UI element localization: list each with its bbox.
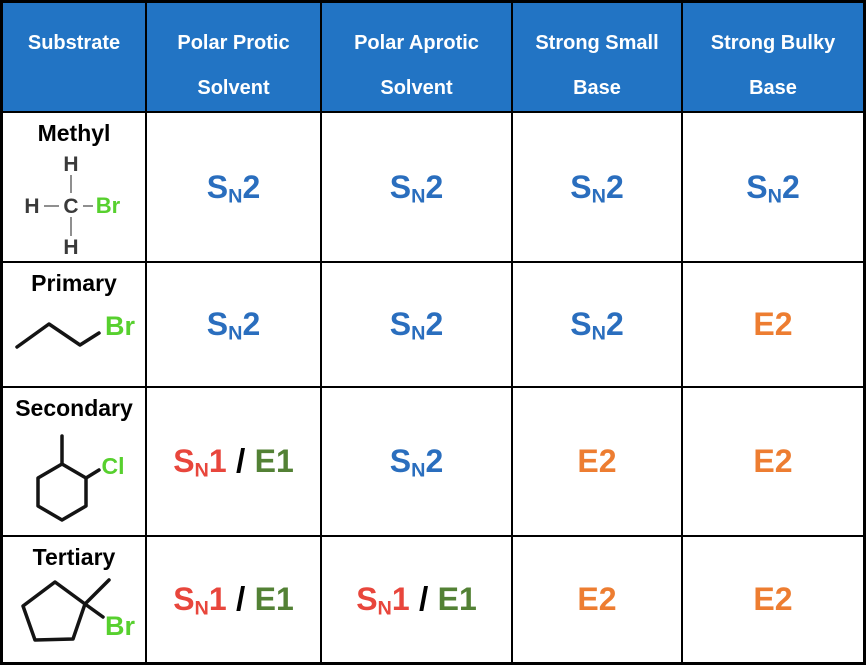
halogen-bond [84, 468, 101, 480]
slash-separator: / [409, 580, 438, 618]
slash-separator: / [226, 442, 255, 480]
result-cell: SN2 [322, 388, 513, 537]
substrate-label: Tertiary [32, 544, 116, 570]
reaction-e1: E1 [254, 581, 294, 617]
substrate-label: Methyl [37, 120, 111, 146]
reaction-sn2: SN2 [389, 443, 444, 482]
reaction-sn1: SN1 [173, 443, 227, 482]
header-line: Base [749, 77, 797, 99]
reaction-sn2: SN2 [570, 168, 624, 207]
substrate-label: Primary [31, 270, 117, 296]
header-line: Strong Bulky [710, 32, 836, 54]
reaction-e2: E2 [753, 581, 793, 617]
hydrogen-label: H [24, 195, 39, 218]
result-cell: SN2 [147, 113, 322, 263]
header-strong-small-base: Strong Small Base [513, 3, 683, 113]
result-cell: SN2 [322, 263, 513, 388]
result-cell: SN1 / E1 [322, 537, 513, 662]
carbon-label: C [63, 195, 78, 218]
reaction-sn2: SN2 [206, 168, 261, 207]
header-line: Solvent [197, 77, 270, 99]
methyl-bromide-structure: H H C Br H [24, 153, 121, 259]
header-polar-aprotic-solvent: Polar Aprotic Solvent [322, 3, 513, 113]
result-cell: SN2 [147, 263, 322, 388]
header-line: Polar Aprotic [354, 32, 479, 54]
substrate-cell-secondary: Secondary Cl [3, 388, 147, 537]
result-cell: E2 [513, 537, 683, 662]
header-line: Base [573, 77, 621, 99]
substrate-cell-primary: Primary Br [3, 263, 147, 388]
carbon-chain [14, 322, 101, 349]
header-line: Substrate [27, 32, 121, 54]
reaction-e2: E2 [753, 306, 793, 342]
reaction-e2: E2 [577, 443, 617, 479]
cyclohexane-ring [36, 462, 88, 522]
methyl-bond [83, 578, 111, 606]
substrate-label: Secondary [15, 395, 133, 421]
halogen-bond [83, 602, 105, 619]
reaction-e2: E2 [577, 581, 617, 617]
bromine-label: Br [105, 611, 135, 641]
result-cell: SN2 [513, 113, 683, 263]
substrate-cell-methyl: Methyl H H C Br H [3, 113, 147, 263]
propyl-bromide-structure: Br [14, 311, 135, 349]
result-cell: SN1 / E1 [147, 388, 322, 537]
header-line: Strong Small [535, 32, 659, 54]
reaction-e1: E1 [254, 443, 294, 479]
bromo-methylcyclopentane-structure: Br [21, 578, 135, 642]
reaction-sn2: SN2 [570, 306, 624, 345]
header-line: Solvent [380, 77, 453, 99]
hydrogen-label: H [63, 236, 78, 259]
chloro-methylcyclohexane-structure: Cl [36, 434, 125, 522]
result-cell: E2 [683, 263, 863, 388]
reaction-e2: E2 [753, 443, 793, 479]
reaction-sn1: SN1 [173, 581, 227, 620]
cyclopentane-ring [21, 580, 87, 642]
result-cell: E2 [513, 388, 683, 537]
header-substrate: Substrate [3, 3, 147, 113]
reaction-e1: E1 [437, 581, 477, 617]
bromine-label: Br [96, 193, 121, 218]
bromine-label: Br [104, 311, 134, 341]
reaction-sn1: SN1 [356, 581, 410, 620]
reaction-sn2: SN2 [746, 168, 800, 207]
result-cell: SN2 [683, 113, 863, 263]
result-cell: E2 [683, 388, 863, 537]
result-cell: SN1 / E1 [147, 537, 322, 662]
hydrogen-label: H [63, 153, 78, 176]
chlorine-label: Cl [102, 453, 125, 479]
slash-separator: / [226, 580, 255, 618]
header-strong-bulky-base: Strong Bulky Base [683, 3, 863, 113]
result-cell: SN2 [322, 113, 513, 263]
result-cell: E2 [683, 537, 863, 662]
header-line: Polar Protic [177, 32, 290, 54]
reaction-sn2: SN2 [389, 168, 444, 207]
substrate-cell-tertiary: Tertiary Br [3, 537, 147, 662]
header-polar-protic-solvent: Polar Protic Solvent [147, 3, 322, 113]
reaction-sn2: SN2 [206, 306, 261, 345]
result-cell: SN2 [513, 263, 683, 388]
reaction-sn2: SN2 [389, 306, 444, 345]
